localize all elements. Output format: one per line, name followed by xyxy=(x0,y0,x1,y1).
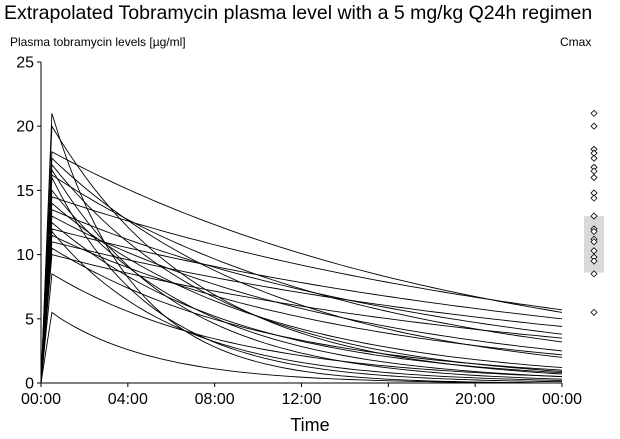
cmax-point xyxy=(590,167,598,175)
chart-title: Extrapolated Tobramycin plasma level wit… xyxy=(4,2,593,24)
cmax-point xyxy=(590,212,598,220)
y-axis-label: Plasma tobramycin levels [µg/ml] xyxy=(10,35,186,49)
series-line xyxy=(40,163,563,384)
series-line xyxy=(40,230,563,384)
x-tick-label: 16:00 xyxy=(368,391,408,408)
series-line xyxy=(40,196,563,384)
cmax-point xyxy=(590,194,598,202)
y-tick-label: 20 xyxy=(16,119,34,136)
cmax-column xyxy=(584,109,604,316)
x-tick-label: 20:00 xyxy=(455,391,495,408)
y-tick-label: 25 xyxy=(16,55,34,72)
series-line xyxy=(40,221,563,384)
x-tick-label: 00:00 xyxy=(542,391,582,408)
y-tick-label: 5 xyxy=(25,311,34,328)
series-lines xyxy=(40,113,563,384)
series-line xyxy=(40,189,563,384)
series-line xyxy=(40,151,563,384)
y-tick-label: 15 xyxy=(16,183,34,200)
series-line xyxy=(40,157,563,384)
x-tick-label: 08:00 xyxy=(195,391,235,408)
axes: 0 5 10 15 20 25 00:00 04:00 08:00 12:00 16:00 20:00… xyxy=(16,55,582,409)
series-line xyxy=(40,254,563,384)
series-line xyxy=(40,124,563,384)
x-tick-label: 04:00 xyxy=(108,391,148,408)
series-line xyxy=(40,175,563,384)
series-line xyxy=(40,202,563,384)
series-line xyxy=(40,174,563,384)
x-axis-label: Time xyxy=(290,415,330,435)
series-line xyxy=(40,241,563,384)
cmax-point xyxy=(590,270,598,278)
cmax-point xyxy=(590,238,598,246)
series-line xyxy=(40,228,563,384)
y-tick-label: 0 xyxy=(25,376,34,393)
cmax-point xyxy=(590,154,598,162)
cmax-point xyxy=(590,109,598,117)
x-tick-label: 00:00 xyxy=(21,391,61,408)
series-line xyxy=(40,168,563,384)
series-line xyxy=(40,311,562,384)
cmax-point xyxy=(590,257,598,265)
series-line xyxy=(40,273,563,384)
series-line xyxy=(40,234,563,384)
cmax-point xyxy=(590,173,598,182)
series-line xyxy=(40,215,563,384)
series-line xyxy=(40,247,563,384)
y-tick-label: 10 xyxy=(16,247,34,264)
series-line xyxy=(40,209,563,384)
cmax-point xyxy=(590,227,598,236)
cmax-point xyxy=(590,122,598,130)
cmax-label: Cmax xyxy=(560,35,592,49)
x-tick-label: 12:00 xyxy=(281,391,321,408)
cmax-point xyxy=(590,308,598,316)
